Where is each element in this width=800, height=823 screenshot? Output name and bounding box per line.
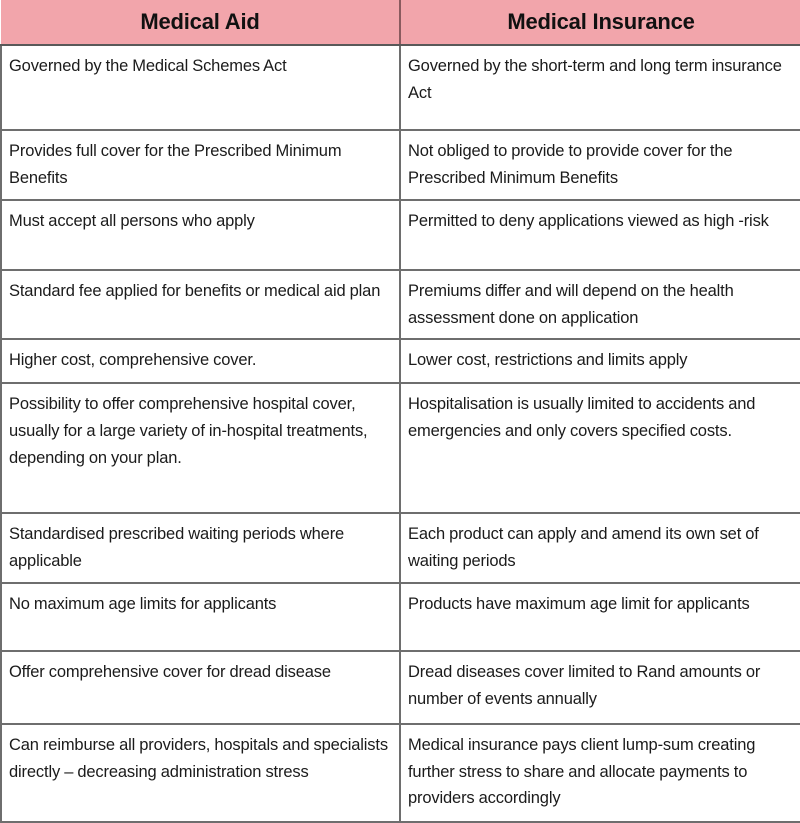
table-header: Medical Aid Medical Insurance xyxy=(1,0,800,46)
cell-text: Standardised prescribed waiting periods … xyxy=(9,525,345,571)
table-row: Offer comprehensive cover for dread dise… xyxy=(0,650,800,725)
cell-text: Permitted to deny applications viewed as… xyxy=(408,212,769,230)
cell-text: No maximum age limits for applicants xyxy=(9,594,277,613)
table-row: Standard fee applied for benefits or med… xyxy=(0,270,800,341)
table-row: Possibility to offer comprehensive hospi… xyxy=(0,383,800,515)
table-cell-medical-insurance: Hospitalisation is usually limited to ac… xyxy=(400,383,800,515)
column-header-medical-aid: Medical Aid xyxy=(1,0,401,46)
table-cell-medical-insurance: Products have maximum age limit for appl… xyxy=(400,582,800,652)
table-row: No maximum age limits for applicants Prod… xyxy=(0,582,800,652)
cell-text: Not obliged to provide to provide cover … xyxy=(408,142,733,187)
cell-text: Can reimburse all providers, hospitals a… xyxy=(9,735,388,781)
cell-text: Each product can apply and amend its own… xyxy=(408,525,759,571)
table-row: Governed by the Medical Schemes Act Gover… xyxy=(0,45,800,131)
cell-text: Dread diseases cover limited to Rand amo… xyxy=(408,662,761,708)
table-cell-medical-aid: No maximum age limits for applicants xyxy=(0,582,401,652)
cell-text: Standard fee applied for benefits or med… xyxy=(9,282,381,300)
cell-text: Offer comprehensive cover for dread dise… xyxy=(9,662,331,681)
table-cell-medical-insurance: Not obliged to provide to provide cover … xyxy=(400,130,800,201)
cell-text: Lower cost, restrictions and limits appl… xyxy=(408,351,688,370)
cell-text: Governed by the short-term and long term… xyxy=(408,57,782,102)
table-cell-medical-aid: Must accept all persons who apply xyxy=(0,200,401,271)
column-header-medical-insurance: Medical Insurance xyxy=(400,0,800,46)
table-cell-medical-insurance: Premiums differ and will depend on the h… xyxy=(400,270,800,341)
cell-text: Higher cost, comprehensive cover. xyxy=(9,351,257,370)
cell-text: Possibility to offer comprehensive hospi… xyxy=(9,395,368,467)
table-row: Provides full cover for the Prescribed M… xyxy=(0,130,800,201)
cell-text: Medical insurance pays client lump-sum c… xyxy=(408,735,756,808)
table-cell-medical-insurance: Lower cost, restrictions and limits appl… xyxy=(400,339,800,385)
table-cell-medical-aid: Standardised prescribed waiting periods … xyxy=(0,513,401,584)
table-cell-medical-aid: Higher cost, comprehensive cover. xyxy=(0,339,401,385)
table-cell-medical-insurance: Medical insurance pays client lump-sum c… xyxy=(400,723,800,823)
cell-text: Governed by the Medical Schemes Act xyxy=(9,57,287,75)
table-cell-medical-aid: Governed by the Medical Schemes Act xyxy=(0,45,401,131)
table-cell-medical-insurance: Permitted to deny applications viewed as… xyxy=(400,200,800,271)
table-cell-medical-insurance: Dread diseases cover limited to Rand amo… xyxy=(400,650,800,725)
table-row: Standardised prescribed waiting periods … xyxy=(0,513,800,584)
table-cell-medical-aid: Can reimburse all providers, hospitals a… xyxy=(0,723,401,823)
cell-text: Must accept all persons who apply xyxy=(9,212,255,230)
table-row: Higher cost, comprehensive cover. Lower c… xyxy=(0,339,800,385)
table-cell-medical-aid: Provides full cover for the Prescribed M… xyxy=(0,130,401,201)
table-cell-medical-aid: Offer comprehensive cover for dread dise… xyxy=(0,650,401,725)
cell-text: Products have maximum age limit for appl… xyxy=(408,594,750,613)
table-cell-medical-aid: Standard fee applied for benefits or med… xyxy=(0,270,401,341)
cell-text: Hospitalisation is usually limited to ac… xyxy=(408,395,756,441)
table-row: Can reimburse all providers, hospitals a… xyxy=(0,723,800,823)
table-cell-medical-insurance: Governed by the short-term and long term… xyxy=(400,45,800,131)
table-cell-medical-aid: Possibility to offer comprehensive hospi… xyxy=(0,383,401,515)
header-row: Medical Aid Medical Insurance xyxy=(1,0,800,46)
table-body: Governed by the Medical Schemes Act Gover… xyxy=(0,45,800,823)
table-cell-medical-insurance: Each product can apply and amend its own… xyxy=(400,513,800,584)
cell-text: Provides full cover for the Prescribed M… xyxy=(9,142,342,187)
table-row: Must accept all persons who apply Permitt… xyxy=(0,200,800,271)
cell-text: Premiums differ and will depend on the h… xyxy=(408,282,734,327)
